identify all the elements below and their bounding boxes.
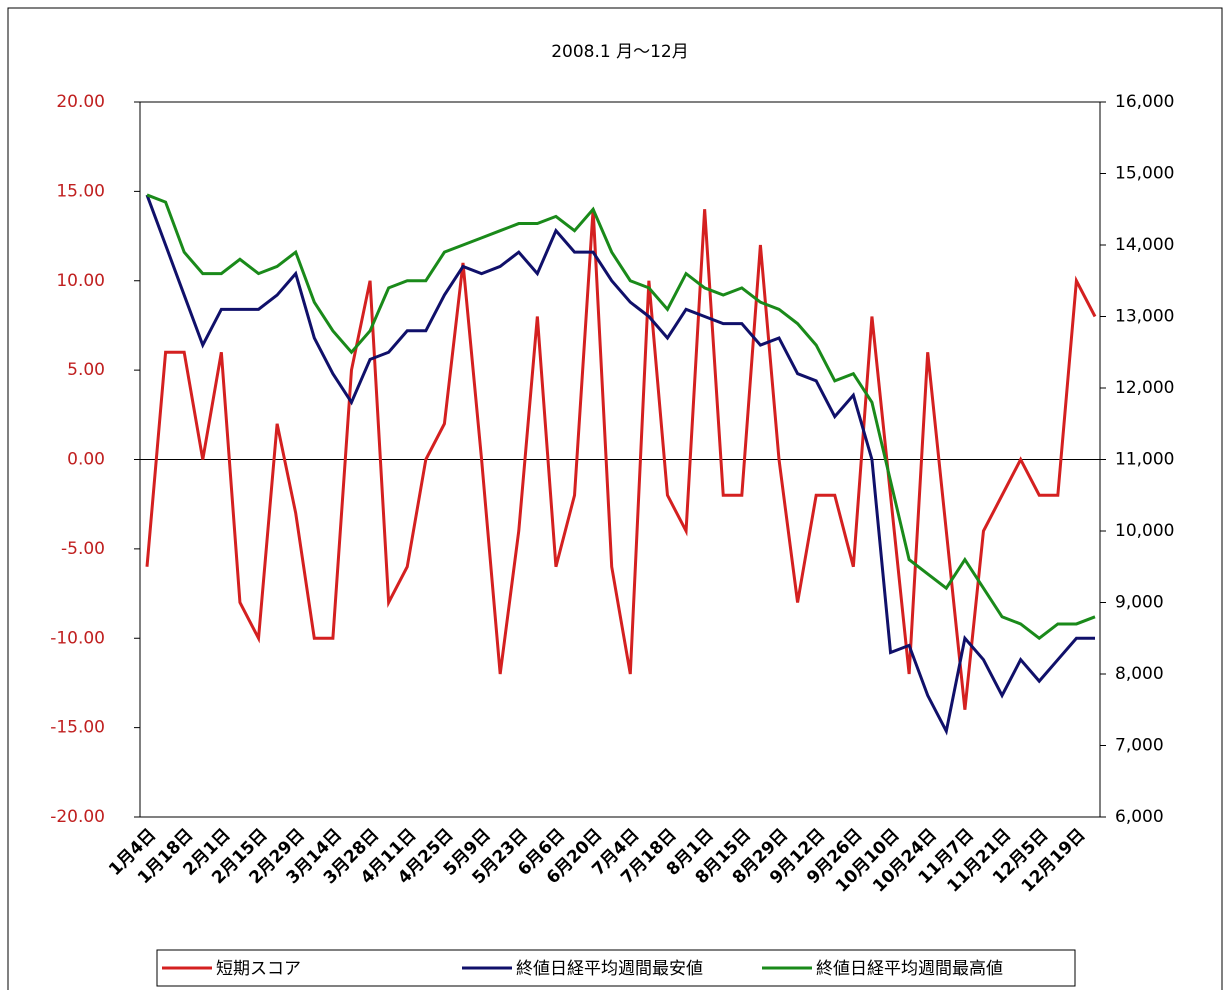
y2-tick-label: 6,000 — [1115, 807, 1164, 827]
y2-tick-label: 11,000 — [1115, 450, 1174, 470]
y-tick-label: -10.00 — [50, 628, 105, 648]
y-tick-label: -5.00 — [61, 539, 105, 559]
y-tick-label: -20.00 — [50, 807, 105, 827]
y2-tick-label: 15,000 — [1115, 164, 1174, 184]
legend-box — [156, 949, 1076, 987]
y2-tick-label: 12,000 — [1115, 378, 1174, 398]
series-line — [145, 194, 1095, 736]
y-tick-label: 10.00 — [56, 271, 105, 291]
y-tick-label: 15.00 — [56, 181, 105, 201]
y2-tick-label: 14,000 — [1115, 235, 1174, 255]
y-tick-label: 0.00 — [67, 450, 105, 470]
chart-title: 2008.1 月～12月 — [551, 42, 689, 62]
legend: 短期スコア 終値日経平均週間最安値 終値日経平均週間最高値 — [156, 949, 1076, 987]
series-line — [145, 209, 1097, 710]
y2-tick-label: 7,000 — [1115, 736, 1164, 756]
y2-tick-label: 10,000 — [1115, 521, 1174, 541]
legend-label: 短期スコア — [216, 959, 301, 979]
y2-tick-label: 13,000 — [1115, 307, 1174, 327]
legend-label: 終値日経平均週間最安値 — [516, 959, 703, 979]
legend-label: 終値日経平均週間最高値 — [816, 959, 1003, 979]
y-tick-label: -15.00 — [50, 718, 105, 738]
y-tick-label: 20.00 — [56, 92, 105, 112]
y2-tick-label: 9,000 — [1115, 593, 1164, 613]
y2-tick-label: 8,000 — [1115, 664, 1164, 684]
series-line — [146, 193, 1096, 641]
y-tick-label: 5.00 — [67, 360, 105, 380]
y2-tick-label: 16,000 — [1115, 92, 1174, 112]
